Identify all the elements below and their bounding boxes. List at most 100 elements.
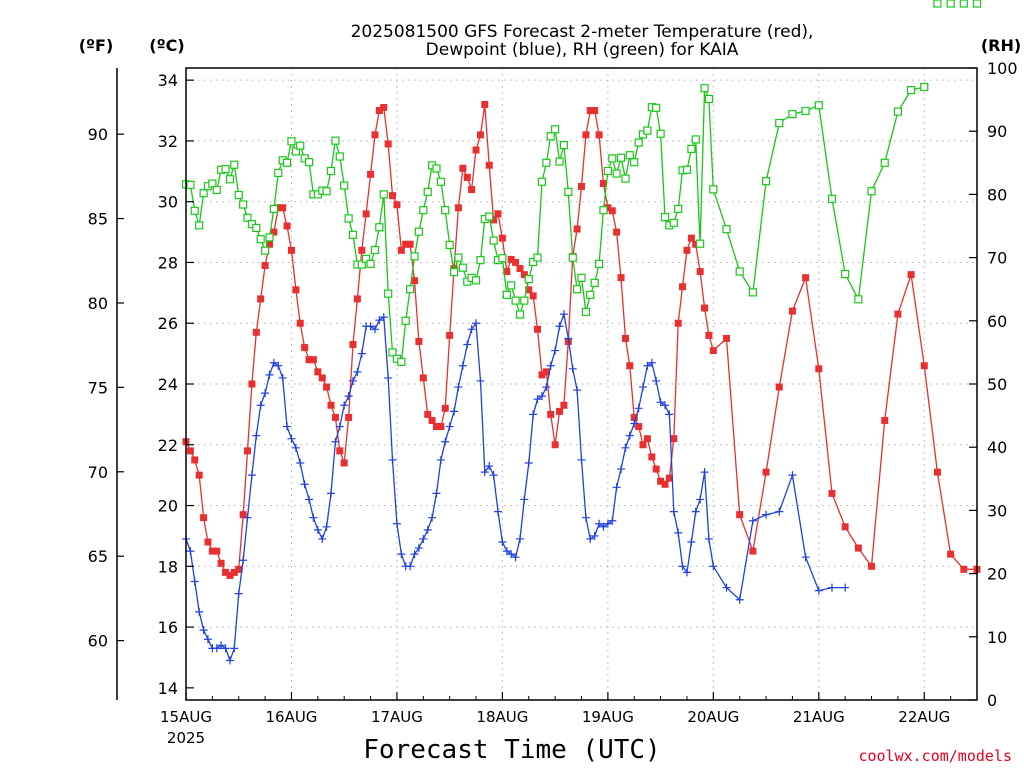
temperature-point	[393, 201, 401, 209]
temperature-point	[358, 246, 366, 254]
rh-point	[572, 285, 582, 294]
dewpoint-point	[516, 534, 525, 543]
rh-point	[282, 158, 292, 167]
rh-point	[906, 86, 916, 95]
temperature-point	[402, 240, 410, 248]
rh-point	[243, 213, 252, 222]
dewpoint-point	[625, 431, 634, 440]
dewpoint-point	[476, 376, 485, 385]
series-line-dewpoint	[185, 311, 846, 663]
dewpoint-point	[252, 431, 261, 440]
dewpoint-point	[195, 607, 204, 616]
temperature-point	[485, 161, 493, 169]
temperature-point	[868, 562, 876, 570]
dewpoint-point	[234, 589, 243, 598]
rh-point	[190, 206, 199, 215]
rh-point	[230, 160, 239, 169]
x-tick-label: 22AUG	[898, 708, 950, 726]
temperature-point	[266, 240, 274, 248]
celsius-tick-label: 22	[158, 436, 178, 455]
dewpoint-point	[357, 349, 366, 358]
temperature-point	[222, 568, 230, 576]
rh-point	[722, 225, 731, 234]
year-label: 2025	[167, 729, 205, 747]
dewpoint-point	[599, 522, 608, 531]
dewpoint-point	[370, 325, 379, 334]
rh-point	[384, 289, 393, 298]
grid-lines	[186, 68, 977, 700]
rh-tick-label: 100	[987, 59, 1018, 78]
rh-point	[366, 259, 375, 269]
temperature-point	[670, 435, 678, 443]
temperature-point	[705, 331, 713, 339]
temperature-point	[441, 404, 449, 412]
rh-point	[261, 246, 270, 255]
rh-point	[801, 106, 810, 116]
rh-tick-label: 60	[987, 312, 1007, 331]
rh-point	[441, 206, 450, 215]
rh-point	[559, 141, 568, 150]
rh-point	[524, 274, 533, 284]
rh-point	[331, 136, 340, 145]
dewpoint-point	[638, 383, 647, 392]
rh-point	[511, 296, 520, 305]
rh-point	[630, 158, 639, 167]
dewpoint-point	[230, 644, 239, 653]
dewpoint-point	[559, 310, 568, 319]
credit-link[interactable]: coolwx.com/models	[858, 747, 1012, 765]
rh-point	[687, 144, 696, 153]
rh-point	[401, 316, 410, 325]
rh-point	[471, 276, 481, 285]
rh-point	[972, 0, 982, 8]
temperature-point	[802, 274, 810, 282]
dewpoint-point	[542, 383, 551, 392]
temperature-point	[815, 365, 823, 373]
dewpoint-point	[278, 373, 287, 382]
rh-tick-label: 10	[987, 628, 1007, 647]
rh-point	[221, 165, 230, 174]
dewpoint-point	[529, 410, 538, 419]
rh-point	[388, 348, 397, 357]
dewpoint-point	[612, 483, 621, 492]
temperature-point	[547, 410, 555, 418]
temperature-point	[630, 413, 638, 421]
dewpoint-point	[537, 392, 546, 401]
temperature-point	[204, 538, 212, 546]
rh-point	[520, 296, 529, 305]
dewpoint-point	[630, 419, 639, 428]
temperature-point	[353, 295, 361, 303]
temperature-point	[512, 258, 520, 266]
temperature-point	[788, 307, 796, 315]
rh-point	[867, 187, 876, 196]
dewpoint-point	[775, 507, 784, 516]
dewpoint-point	[436, 455, 445, 464]
temperature-point	[828, 489, 836, 497]
temperature-point	[525, 286, 533, 294]
dewpoint-point	[524, 459, 533, 467]
x-tick-label: 19AUG	[582, 708, 634, 726]
dewpoint-point	[841, 583, 850, 592]
temperature-point	[380, 104, 388, 111]
rh-point	[608, 154, 617, 163]
dewpoint-point	[239, 556, 248, 565]
temperature-point	[349, 341, 357, 348]
rh-point	[436, 177, 446, 186]
temperature-point	[428, 416, 436, 424]
dewpoint-point	[533, 395, 542, 404]
temperature-point	[191, 456, 199, 464]
dewpoint-point	[674, 528, 683, 537]
temperature-point	[498, 234, 506, 242]
temperature-point	[459, 164, 467, 172]
rh-point	[476, 256, 485, 265]
dewpoint-point	[520, 495, 529, 504]
temperature-point	[687, 234, 695, 242]
temperature-point	[239, 511, 247, 519]
dewpoint-point	[467, 325, 476, 334]
temperature-point	[243, 447, 251, 455]
temperature-point	[701, 304, 709, 312]
dewpoint-point	[225, 656, 234, 665]
dewpoint-point	[384, 373, 393, 382]
dewpoint-point	[581, 513, 590, 522]
temperature-point	[683, 246, 691, 254]
rh-point	[568, 253, 577, 262]
